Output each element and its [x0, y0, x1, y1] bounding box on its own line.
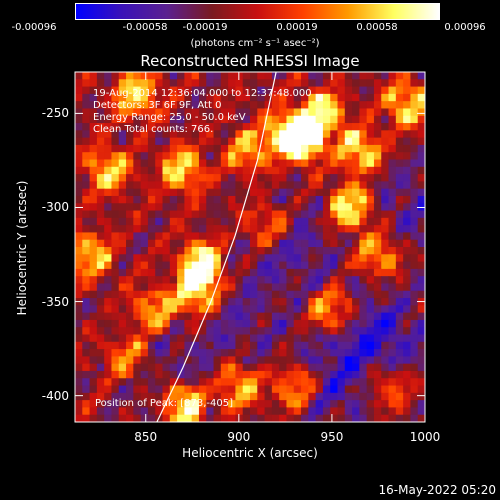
colorbar-tick: 0.00096	[444, 22, 486, 33]
info-line-time: 19-Aug-2014 12:36:04.000 to 12:37:48.000	[93, 88, 312, 99]
colorbar	[75, 3, 440, 20]
x-axis-label: Heliocentric X (arcsec)	[182, 446, 318, 460]
peak-position-label: Position of Peak: [873,-405]	[95, 398, 233, 409]
y-tick-label: -300	[41, 200, 69, 215]
colorbar-units: (photons cm⁻² s⁻¹ asec⁻²)	[190, 38, 320, 49]
y-tick-label: -250	[41, 106, 69, 121]
colorbar-tick: 0.00058	[356, 22, 398, 33]
y-tick-label: -400	[41, 388, 69, 403]
info-line-counts: Clean Total counts: 766.	[93, 124, 214, 135]
colorbar-tick: -0.00058	[122, 22, 168, 33]
y-tick-label: -350	[41, 294, 69, 309]
x-tick-label: 1000	[409, 430, 441, 444]
x-tick-label: 950	[320, 430, 344, 444]
colorbar-tick: 0.00019	[276, 22, 318, 33]
y-axis-label: Heliocentric Y (arcsec)	[15, 180, 29, 316]
x-tick-label: 900	[227, 430, 251, 444]
footer-timestamp: 16-May-2022 05:20	[378, 483, 496, 497]
heatmap-image	[75, 72, 425, 422]
info-line-energy: Energy Range: 25.0 - 50.0 keV	[93, 112, 246, 123]
tick-marks	[75, 72, 426, 422]
plot-frame	[74, 71, 426, 423]
solar-limb-line	[156, 72, 277, 422]
chart-title: Reconstructed RHESSI Image	[140, 52, 360, 70]
colorbar-tick: -0.00019	[182, 22, 228, 33]
plot-area	[75, 72, 425, 422]
colorbar-ticks: -0.00096 -0.00058 -0.00019 0.00019 0.000…	[0, 22, 500, 36]
info-line-detectors: Detectors: 3F 6F 9F, Att 0	[93, 100, 222, 111]
colorbar-tick: -0.00096	[11, 22, 57, 33]
x-tick-label: 850	[134, 430, 158, 444]
info-block: 19-Aug-2014 12:36:04.000 to 12:37:48.000…	[93, 88, 312, 136]
heatmap-cells	[75, 72, 425, 422]
